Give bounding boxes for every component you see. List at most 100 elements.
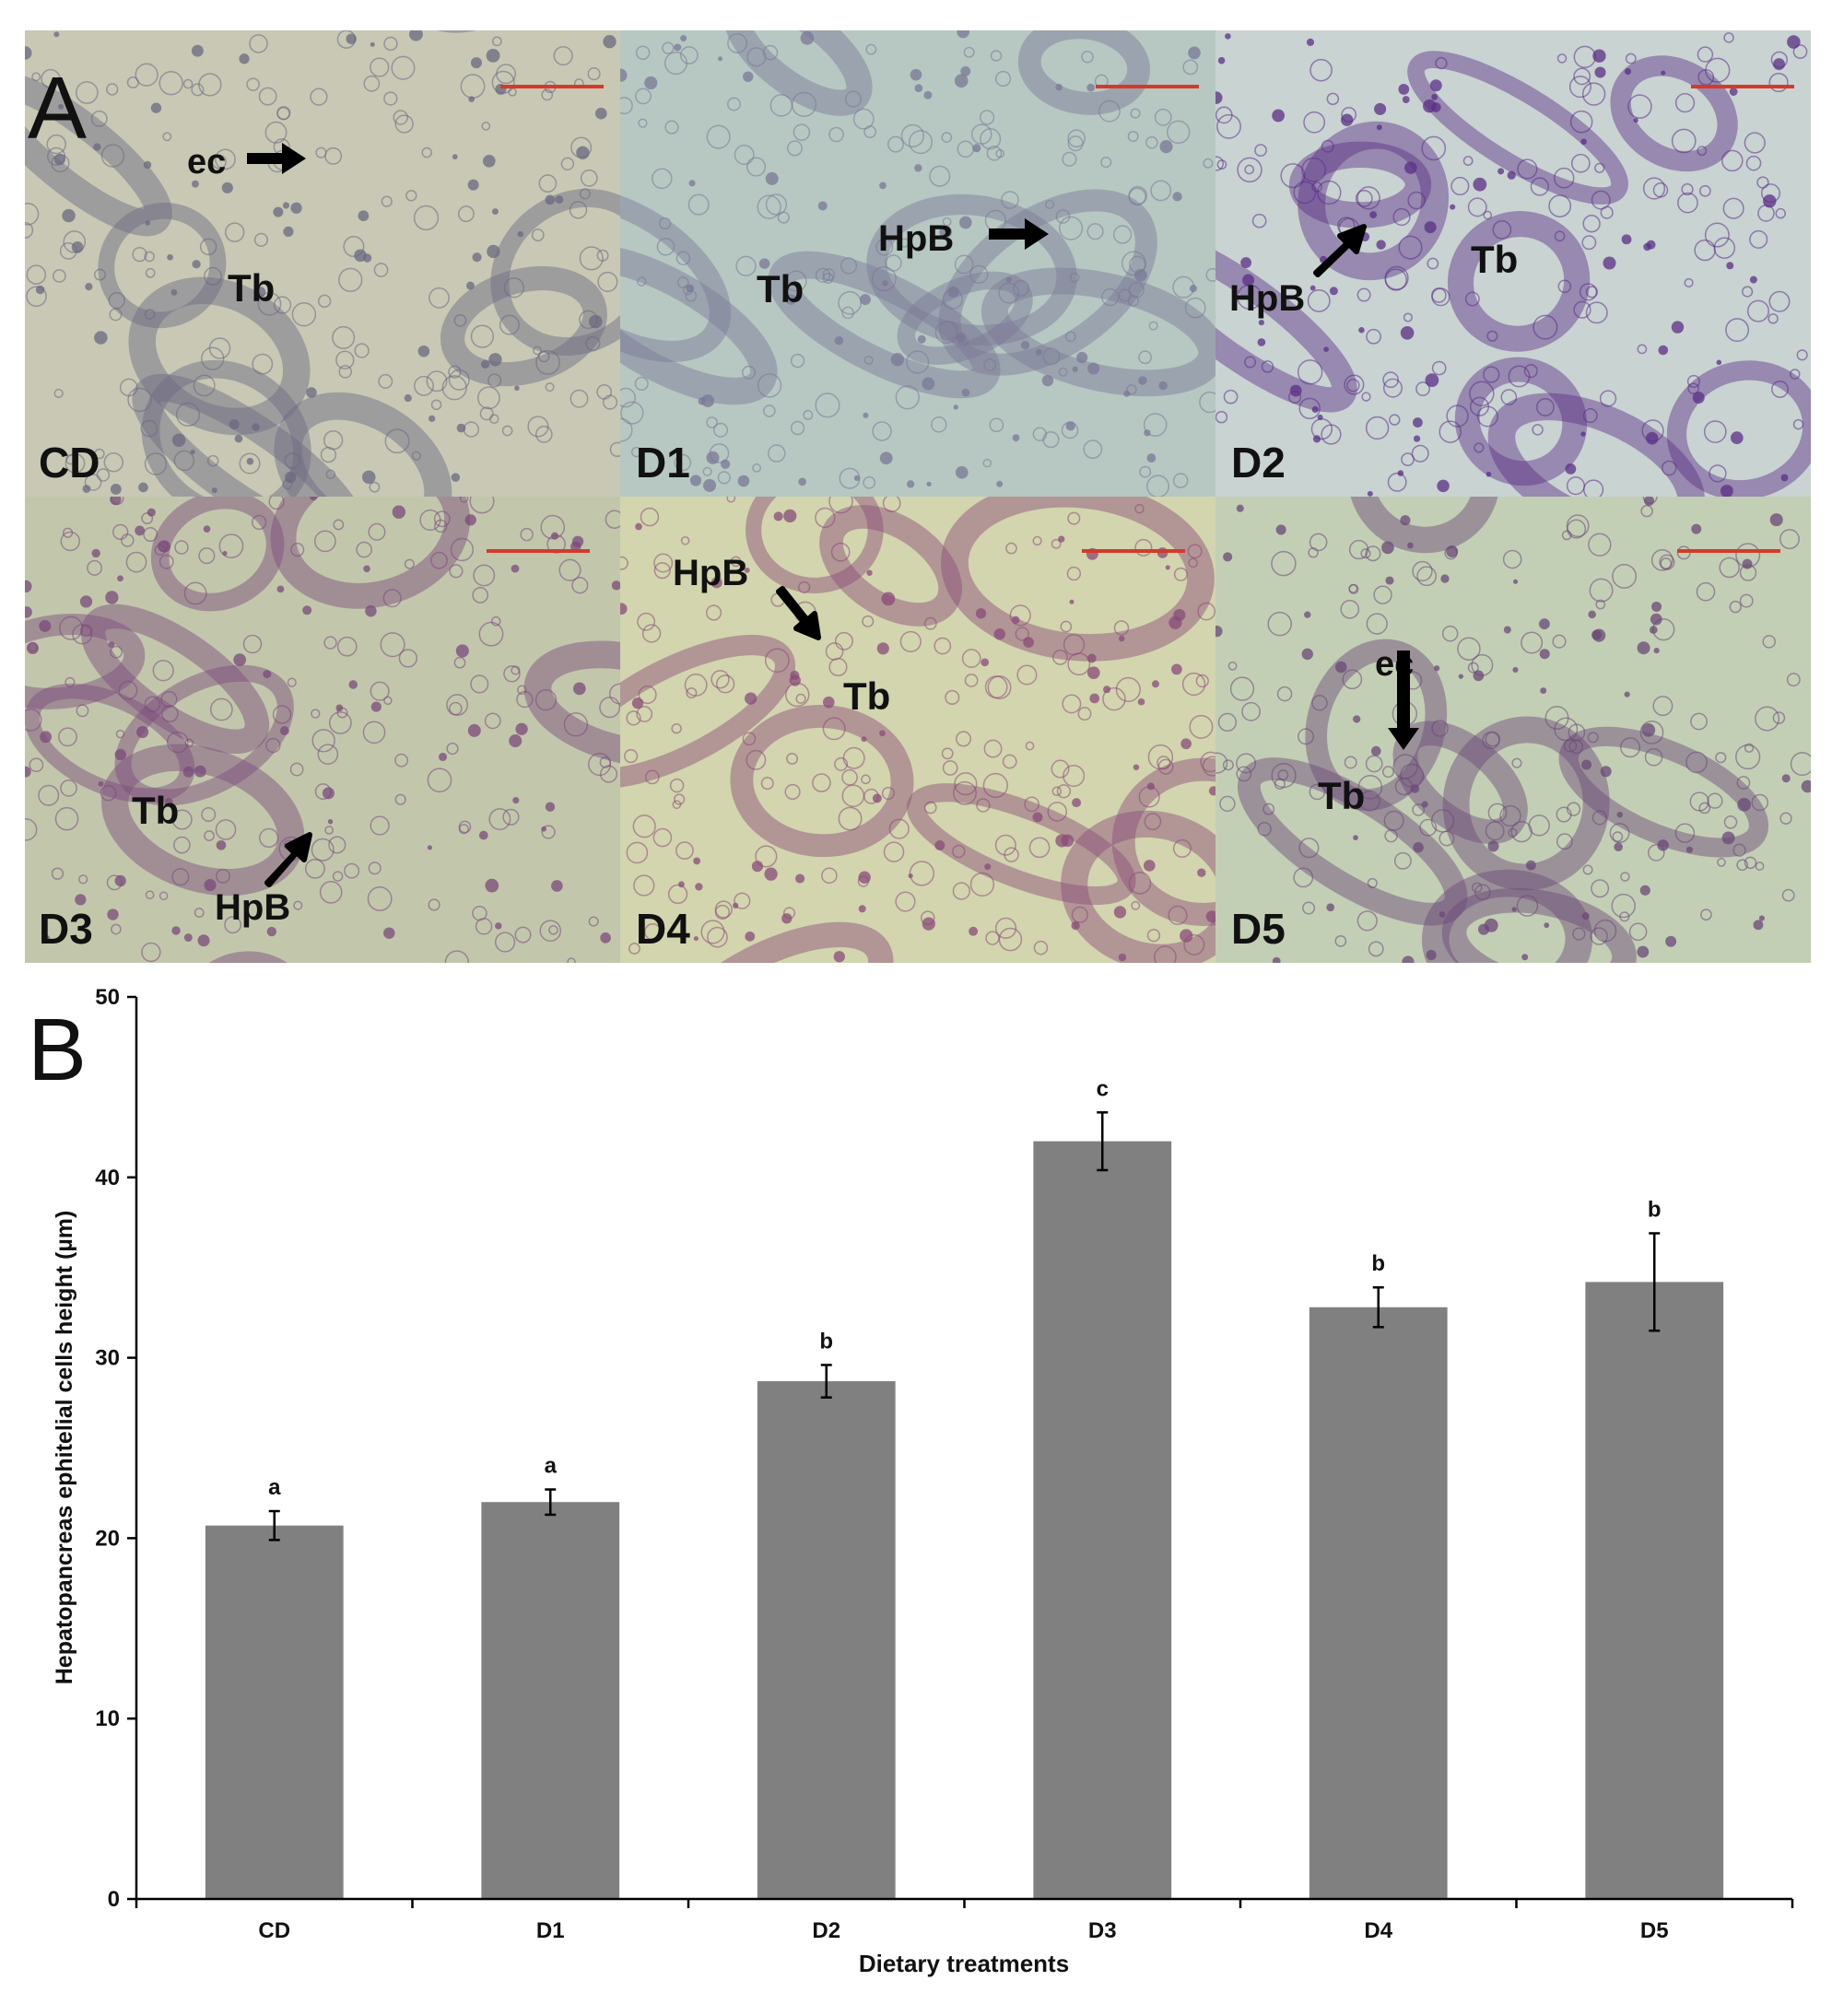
cell-vacuole xyxy=(370,681,390,701)
nucleus xyxy=(695,883,703,891)
nucleus xyxy=(1076,351,1088,364)
cell-vacuole xyxy=(790,420,805,436)
cell-vacuole xyxy=(1431,360,1447,376)
tubule-wall xyxy=(1347,497,1500,554)
cell-vacuole xyxy=(863,475,876,489)
nucleus xyxy=(290,202,302,214)
cell-vacuole xyxy=(1063,765,1086,788)
nucleus xyxy=(1539,649,1550,660)
nucleus xyxy=(1326,903,1335,912)
cell-vacuole xyxy=(727,97,742,111)
significance-label: a xyxy=(545,1454,558,1479)
cell-vacuole xyxy=(430,399,442,411)
cell-vacuole xyxy=(1181,672,1206,697)
nucleus xyxy=(1581,912,1590,920)
cell-vacuole xyxy=(1302,901,1316,915)
cell-vacuole xyxy=(786,140,804,157)
nucleus xyxy=(322,787,335,800)
significance-labels: a a b c b b xyxy=(268,1076,1662,1500)
cell-vacuole xyxy=(1134,503,1145,514)
cell-vacuole xyxy=(183,581,207,605)
y-tick-label: 40 xyxy=(95,1166,120,1190)
cell-vacuole xyxy=(1579,283,1598,301)
cell-vacuole xyxy=(448,365,462,379)
cell-vacuole xyxy=(672,800,682,810)
nucleus xyxy=(1592,49,1606,63)
cell-vacuole xyxy=(173,450,195,472)
nucleus xyxy=(620,603,628,615)
cell-vacuole xyxy=(204,266,222,286)
nucleus xyxy=(1639,885,1650,896)
cell-vacuole xyxy=(963,46,975,58)
cell-vacuole xyxy=(1735,744,1761,770)
cell-vacuole xyxy=(1342,669,1363,690)
nucleus xyxy=(959,216,972,229)
nucleus xyxy=(346,33,357,44)
cell-vacuole xyxy=(1528,815,1550,837)
cell-vacuole xyxy=(1139,465,1152,478)
cell-vacuole xyxy=(995,148,1004,158)
nucleus xyxy=(1780,474,1789,482)
nucleus xyxy=(1773,58,1786,71)
cell-vacuole xyxy=(1457,637,1481,661)
nucleus xyxy=(1565,463,1577,475)
cell-vacuole xyxy=(684,674,708,697)
nucleus xyxy=(1398,84,1410,95)
cell-vacuole xyxy=(533,346,542,356)
cell-vacuole xyxy=(863,355,874,365)
annotation-hpb: HpB xyxy=(1229,278,1305,319)
tile-label-d2: D2 xyxy=(1231,439,1286,486)
cell-vacuole xyxy=(641,624,662,643)
tubule-wall xyxy=(274,392,452,497)
cell-vacuole xyxy=(838,806,863,831)
nucleus xyxy=(861,736,867,743)
cell-vacuole xyxy=(1381,766,1394,779)
cell-vacuole xyxy=(1367,877,1378,889)
cell-vacuole xyxy=(1715,752,1727,764)
tubule-wall xyxy=(1288,141,1432,229)
cell-vacuole xyxy=(1485,731,1501,747)
cell-vacuole xyxy=(1582,408,1598,424)
nucleus xyxy=(1197,868,1206,877)
cell-vacuole xyxy=(318,294,332,308)
nucleus xyxy=(1721,831,1735,845)
cell-vacuole xyxy=(994,834,1016,856)
cell-vacuole xyxy=(332,325,356,349)
cell-vacuole xyxy=(1533,314,1558,340)
nucleus xyxy=(954,74,969,88)
cell-vacuole xyxy=(1172,838,1192,858)
nucleus xyxy=(1119,635,1125,642)
tile-label-d3: D3 xyxy=(39,905,93,953)
x-ticks xyxy=(135,1899,1794,1908)
bar-d3 xyxy=(1033,1141,1172,1899)
cell-vacuole xyxy=(1741,286,1754,298)
cell-vacuole xyxy=(1628,922,1648,942)
cell-vacuole xyxy=(127,387,152,413)
cell-vacuole xyxy=(1674,92,1696,113)
tubule-wall xyxy=(1447,211,1591,352)
nucleus xyxy=(1692,391,1705,404)
cell-vacuole xyxy=(828,497,853,514)
cell-vacuole xyxy=(363,75,381,92)
tubule-wall xyxy=(523,640,620,768)
cell-vacuole xyxy=(702,466,712,476)
cell-vacuole xyxy=(1016,664,1038,686)
nucleus xyxy=(26,641,39,654)
cell-vacuole xyxy=(1138,350,1153,365)
nucleus xyxy=(571,535,584,547)
cell-vacuole xyxy=(1398,235,1423,260)
tubule-wall xyxy=(1111,757,1215,926)
cell-vacuole xyxy=(1572,927,1586,941)
cell-vacuole xyxy=(76,704,89,718)
nucleus xyxy=(409,30,423,41)
cell-vacuole xyxy=(249,34,268,53)
cell-vacuole xyxy=(888,818,910,839)
cell-vacuole xyxy=(1244,164,1255,175)
cell-vacuole xyxy=(1062,151,1077,167)
cell-vacuole xyxy=(1581,82,1606,106)
cell-vacuole xyxy=(201,806,217,823)
cell-vacuole xyxy=(1012,279,1030,297)
cell-vacuole xyxy=(273,296,292,314)
cell-vacuole xyxy=(1767,313,1779,324)
cell-vacuole xyxy=(472,587,489,604)
